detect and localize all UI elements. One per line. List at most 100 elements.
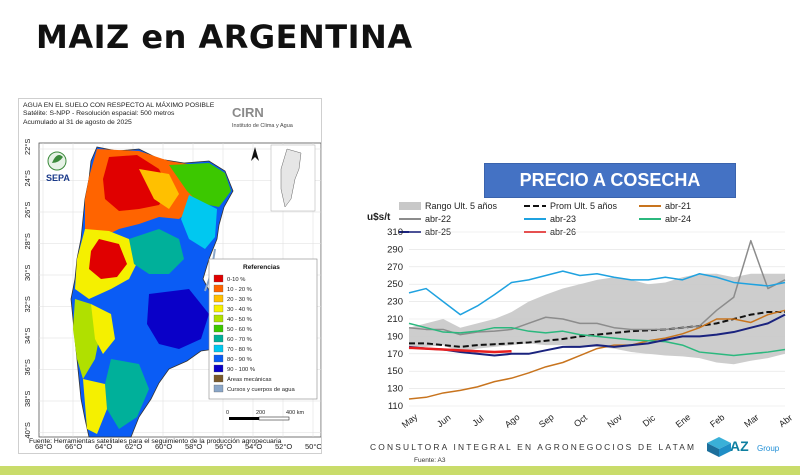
map-header-line-3: Acumulado al 31 de agosto de 2025 [23,118,132,126]
map-legend-label: 10 - 20 % [227,287,252,293]
map-legend-label: 80 - 90 % [227,357,252,363]
range-band [409,273,785,365]
brand-logo: AZ [730,438,749,454]
map-lat-label: 34°S [23,328,32,344]
map-lon-label: 66°O [65,442,82,451]
legend-label: abr-22 [425,214,451,224]
map-lon-label: 60°O [155,442,172,451]
region-west-yellow [91,304,115,354]
map-legend-label: 0-10 % [227,277,245,283]
page-title: MAIZ en ARGENTINA [36,18,413,56]
sepa-logo-text: SEPA [46,173,70,183]
region-center-west-red [89,239,127,279]
map-legend-box [208,258,318,400]
x-tick-label: May [400,411,420,430]
map-lat-label: 40°S [23,422,32,438]
map-lat-label: 36°S [23,359,32,375]
bottom-accent-bar [0,466,800,475]
map-lon-label: 58°O [185,442,202,451]
region-pampa-saturated [147,289,209,349]
y-tick-label: 290 [387,244,403,255]
price-chart: u$s/t Rango Ult. 5 años Prom Ult. 5 años ab… [367,201,794,430]
map-lat-label: 22°S [23,139,32,155]
x-tick-label: Oct [572,412,590,429]
legend-swatch-band [399,202,421,210]
legend-label: abr-23 [550,214,576,224]
map-legend-label: 70 - 80 % [227,347,252,353]
region-south-teal [105,359,149,429]
cirn-logo: CIRN [232,105,264,120]
map-lon-label: 54°O [245,442,262,451]
region-north-very-dry [103,155,169,211]
map-scale-bar-white [258,416,290,421]
map-lat-label: 30°S [23,265,32,281]
x-tick-label: Jun [435,412,453,429]
map-lat-label: 32°S [23,296,32,312]
map-lon-label: 52°O [275,442,292,451]
map-legend-swatch [213,374,224,383]
map-footer: Fuente: Herramientas satelitales para el… [29,438,282,445]
y-tick-label: 250 [387,279,403,290]
map-legend-label: 60 - 70 % [227,337,252,343]
region-south-yellow [83,379,107,434]
map-scale-label: 0 [226,410,229,416]
map-header: AGUA EN EL SUELO CON RESPECTO AL MÁXIMO … [23,102,223,127]
legend-label: abr-21 [665,201,691,211]
source-text: Fuente: A3 [414,457,446,464]
soil-water-map: AGUA EN EL SUELO CON RESPECTO AL MÁXIMO … [18,98,322,454]
y-tick-label: 110 [388,401,403,412]
map-lon-label: 56°O [215,442,232,451]
y-tick-label: 130 [387,384,403,395]
x-tick-label: Ago [503,412,522,430]
map-legend-swatch [213,364,224,373]
x-tick-label: Feb [708,412,726,429]
map-lon-label: 68°O [35,442,52,451]
y-tick-label: 210 [387,314,403,325]
series-line-abr-26 [408,346,512,354]
map-legend-swatch [213,324,224,333]
map-header-line-1: AGUA EN EL SUELO CON RESPECTO AL MÁXIMO … [23,102,215,109]
map-legend-swatch [213,384,224,393]
cirn-logo-subtitle: Instituto de Clima y Agua [232,123,293,129]
chart-title: PRECIO A COSECHA [484,163,736,198]
x-tick-label: Mar [742,412,760,429]
map-legend-swatch [213,314,224,323]
y-tick-label: 150 [387,366,403,377]
series-line-abr-21 [408,309,786,400]
map-legend-label: 40 - 50 % [227,317,252,323]
y-tick-label: 170 [387,349,403,360]
map-legend-label: 50 - 60 % [227,327,252,333]
map-legend-label: Áreas mecánicas [227,376,272,383]
chart-ylabel: u$s/t [367,212,391,223]
map-lon-label: 62°O [125,442,142,451]
x-tick-label: Nov [605,412,624,430]
map-legend-title: Referencias [243,264,280,271]
map-legend-swatch [213,304,224,313]
map-lat-label: 28°S [23,233,32,249]
map-scale-label: 200 [256,410,265,416]
region-north-yellow [139,169,179,209]
series-line-abr-24 [408,322,786,357]
map-legend-label: 20 - 30 % [227,297,252,303]
x-tick-label: Sep [537,412,556,430]
map-legend-swatch [213,294,224,303]
x-tick-label: Jul [470,413,485,428]
map-legend-swatch [213,284,224,293]
x-tick-label: Abr [777,413,794,430]
az-cube-icon [707,437,731,457]
y-tick-label: 190 [387,331,403,342]
x-tick-label: Ene [674,412,693,430]
inset-map-shape [280,148,302,208]
map-legend-label: 30 - 40 % [227,307,252,313]
map-legend-swatch [213,274,224,283]
series-line-abr-22 [408,239,786,336]
map-legend-swatch [213,354,224,363]
map-lat-label: 26°S [23,202,32,218]
series-line-abr-23 [408,270,786,316]
region-northeast-green [169,163,231,207]
legend-label: abr-24 [665,214,691,224]
map-legend-swatch [213,344,224,353]
region-center-teal [129,229,184,274]
series-line-abr-25 [408,313,786,357]
consultora-text: CONSULTORA INTEGRAL EN AGRONEGOCIOS DE L… [370,442,697,452]
